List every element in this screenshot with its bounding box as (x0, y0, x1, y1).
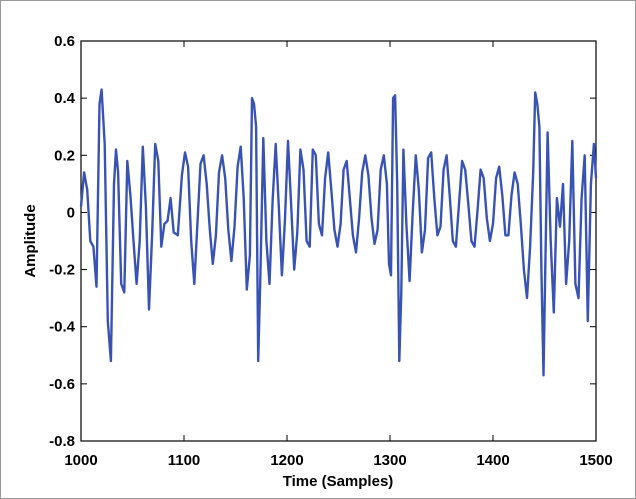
y-tick-label: 0.4 (54, 90, 76, 107)
y-tick-label: 0 (67, 204, 75, 221)
x-axis-title: Time (Samples) (283, 473, 394, 490)
x-tick-label: 1400 (476, 452, 509, 469)
x-tick-label: 1500 (579, 452, 612, 469)
tick-labels: 1000 1100 1200 1300 1400 1500 0.6 0.4 0.2 0 -0.2 -0… (49, 33, 613, 469)
y-tick-label: -0.8 (49, 433, 75, 450)
y-tick-label: -0.2 (49, 262, 75, 279)
x-tick-label: 1100 (168, 452, 201, 469)
y-tick-label: -0.6 (49, 376, 75, 393)
y-tick-label: 0.2 (54, 147, 75, 164)
y-tick-label: 0.6 (54, 33, 75, 50)
axis-ticks (80, 40, 597, 442)
y-axis-title: Amplitude (22, 204, 39, 277)
y-tick-label: -0.4 (49, 319, 76, 336)
x-tick-label: 1000 (64, 452, 97, 469)
amplitude-series-line (79, 88, 598, 377)
x-tick-label: 1300 (373, 452, 406, 469)
x-tick-label: 1200 (270, 452, 303, 469)
